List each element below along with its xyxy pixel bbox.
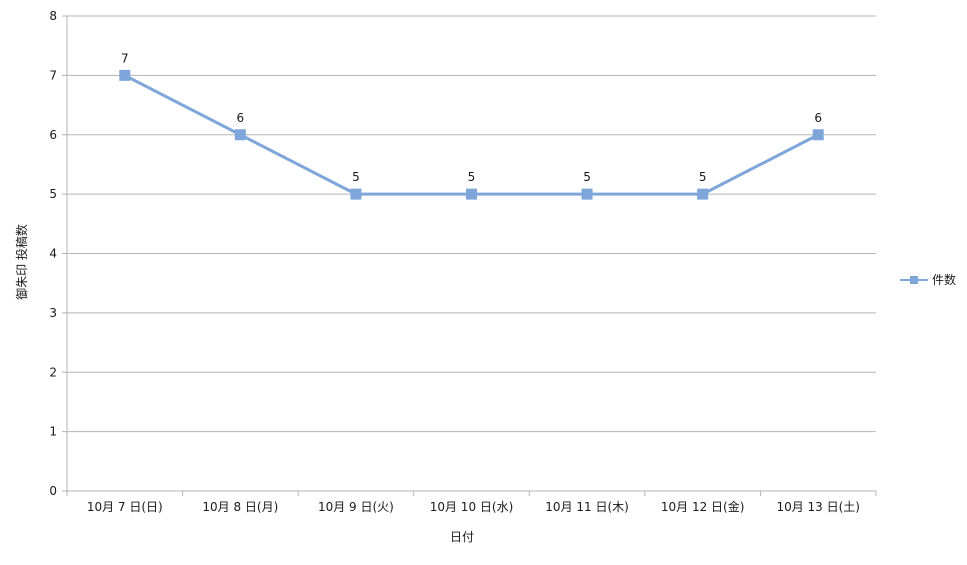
data-point-marker	[119, 69, 131, 81]
y-tick-label: 5	[49, 187, 57, 201]
x-tick-label: 10月 10 日(水)	[430, 500, 514, 514]
axes	[62, 15, 877, 496]
data-label: 6	[237, 111, 245, 125]
gridlines	[67, 15, 876, 433]
data-label: 6	[814, 111, 822, 125]
data-point-marker	[697, 188, 709, 200]
y-axis-title: 御朱印 投稿数	[14, 224, 29, 300]
x-tick-label: 10月 12 日(金)	[661, 499, 745, 514]
x-tick-label: 10月 9 日(火)	[318, 500, 394, 514]
y-tick-label: 1	[49, 425, 57, 439]
x-tick-labels: 10月 7 日(日) 10月 8 日(月) 10月 9 日(火) 10月 10 日(水…	[87, 499, 860, 514]
y-tick-label: 0	[49, 484, 57, 498]
x-tick-label: 10月 11 日(木)	[545, 500, 629, 514]
data-label: 7	[121, 51, 129, 65]
y-tick-label: 2	[49, 365, 57, 379]
data-labels: 7 6 5 5 5 5 6	[121, 51, 822, 184]
legend-square-marker	[910, 276, 918, 284]
y-tick-label: 3	[49, 306, 57, 320]
x-tick-label: 10月 7 日(日)	[87, 500, 163, 514]
y-tick-label: 6	[49, 128, 57, 142]
y-tick-label: 8	[49, 9, 57, 23]
data-point-marker	[812, 129, 824, 141]
data-label: 5	[468, 170, 476, 184]
series	[119, 69, 824, 200]
x-axis-title: 日付	[450, 530, 474, 544]
data-label: 5	[583, 170, 591, 184]
x-tick-label: 10月 8 日(月)	[202, 500, 278, 514]
data-point-marker	[350, 188, 362, 200]
y-tick-labels: 0 1 2 3 4 5 6 7 8	[49, 9, 57, 498]
data-label: 5	[352, 170, 360, 184]
y-tick-label: 7	[49, 68, 57, 82]
data-label: 5	[699, 170, 707, 184]
data-point-marker	[234, 129, 246, 141]
data-point-marker	[581, 188, 593, 200]
y-tick-label: 4	[49, 247, 57, 261]
legend: 件数	[900, 272, 956, 287]
data-point-marker	[466, 188, 477, 200]
x-tick-label: 10月 13 日(土)	[776, 500, 860, 514]
legend-label: 件数	[932, 272, 956, 287]
